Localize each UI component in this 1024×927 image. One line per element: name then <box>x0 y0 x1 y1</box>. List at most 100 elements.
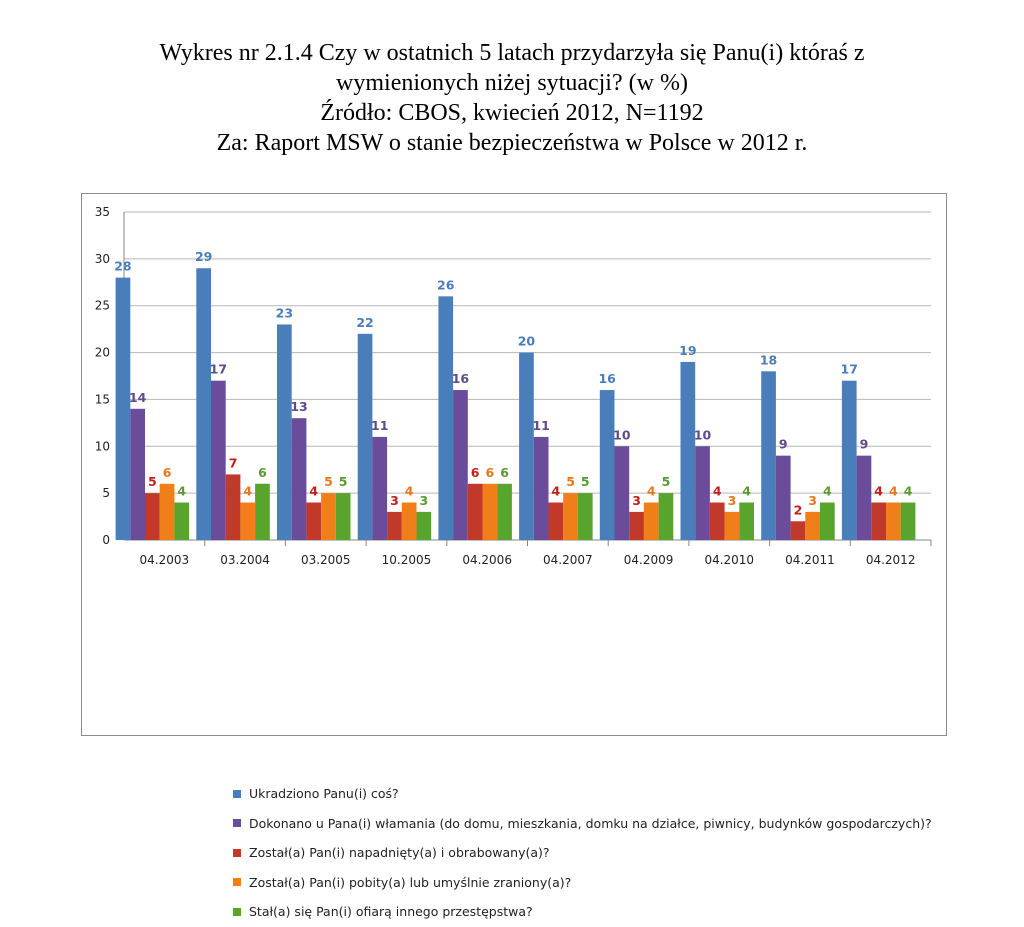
bar <box>856 455 872 540</box>
y-tick-label: 30 <box>95 252 110 266</box>
data-label: 11 <box>371 418 388 433</box>
bar <box>900 502 916 540</box>
y-tick-label: 35 <box>95 205 110 219</box>
bar <box>387 511 402 540</box>
data-label: 3 <box>419 493 428 508</box>
bar <box>321 493 336 540</box>
legend-label-other-crime: Stał(a) się Pan(i) ofiarą innego przestę… <box>249 904 533 920</box>
bar <box>724 511 740 540</box>
bar <box>761 371 776 540</box>
x-tick-label: 04.2007 <box>543 553 593 567</box>
bar-chart: 0510152025303504.2003281456403.200429177… <box>95 205 932 567</box>
y-tick-label: 5 <box>102 486 110 500</box>
data-label: 4 <box>713 484 722 499</box>
bar <box>577 493 593 540</box>
data-label: 4 <box>823 484 832 499</box>
data-label: 9 <box>779 437 788 452</box>
data-label: 4 <box>904 484 913 499</box>
x-tick-label: 04.2006 <box>462 553 512 567</box>
bar <box>709 502 725 540</box>
data-label: 29 <box>195 249 212 264</box>
bar <box>790 521 806 540</box>
bar <box>695 446 710 540</box>
y-tick-label: 15 <box>95 392 110 406</box>
bar <box>658 493 674 540</box>
bar <box>548 502 564 540</box>
data-label: 6 <box>485 465 494 480</box>
bar <box>482 483 498 540</box>
data-label: 5 <box>566 474 575 489</box>
legend-swatch-beaten <box>233 878 241 887</box>
y-tick-label: 25 <box>95 299 110 313</box>
bar <box>533 436 549 540</box>
bar <box>886 502 901 540</box>
bar <box>643 502 659 540</box>
data-label: 10 <box>694 427 712 442</box>
bar <box>467 483 483 540</box>
bar <box>775 455 791 540</box>
data-label: 16 <box>452 371 470 386</box>
legend-label-robbed: Został(a) Pan(i) napadnięty(a) i obrabow… <box>249 845 550 861</box>
legend-item-other-crime: Stał(a) się Pan(i) ofiarą innego przestę… <box>233 897 932 927</box>
data-label: 17 <box>841 362 858 377</box>
legend-swatch-other-crime <box>233 907 241 916</box>
bar <box>211 380 226 540</box>
data-label: 28 <box>114 259 131 274</box>
data-label: 4 <box>177 484 186 499</box>
bar <box>335 493 351 540</box>
legend-swatch-robbed <box>233 848 241 857</box>
legend-label-burglary: Dokonano u Pana(i) włamania (do domu, mi… <box>249 815 932 831</box>
data-label: 3 <box>390 493 399 508</box>
bar <box>174 502 190 540</box>
legend-item-beaten: Został(a) Pan(i) pobity(a) lub umyślnie … <box>233 868 932 898</box>
bar <box>255 483 270 540</box>
data-label: 6 <box>163 465 172 480</box>
bar <box>599 390 615 540</box>
legend-label-beaten: Został(a) Pan(i) pobity(a) lub umyślnie … <box>249 874 572 890</box>
data-label: 4 <box>647 484 656 499</box>
data-label: 5 <box>339 474 348 489</box>
data-label: 22 <box>356 315 373 330</box>
bar <box>159 483 175 540</box>
data-label: 5 <box>662 474 671 489</box>
bar <box>277 324 292 540</box>
data-label: 4 <box>874 484 883 499</box>
legend-item-burglary: Dokonano u Pana(i) włamania (do domu, mi… <box>233 809 932 839</box>
data-label: 11 <box>532 418 549 433</box>
title-line-2: wymienionych niżej sytuacji? (w %) <box>336 70 688 96</box>
x-tick-label: 10.2005 <box>382 553 432 567</box>
x-tick-label: 04.2010 <box>704 553 754 567</box>
bar <box>680 361 696 540</box>
title-line-1: Wykres nr 2.1.4 Czy w ostatnich 5 latach… <box>159 40 865 66</box>
chart-frame: 0 5 10 15 20 25 30 35 04.2003 28 14 5 6 4 03.2004 29 17 7… <box>81 193 947 919</box>
data-label: 3 <box>808 493 817 508</box>
bar <box>196 268 211 540</box>
bar <box>563 493 578 540</box>
bar <box>240 502 256 540</box>
data-label: 5 <box>581 474 590 489</box>
bar <box>115 277 131 540</box>
x-tick-label: 04.2009 <box>624 553 674 567</box>
data-label: 18 <box>760 352 777 367</box>
legend-swatch-burglary <box>233 819 241 828</box>
x-tick-label: 04.2012 <box>866 553 916 567</box>
data-label: 6 <box>471 465 480 480</box>
data-label: 4 <box>405 484 414 499</box>
bar <box>357 333 373 540</box>
data-label: 20 <box>518 334 536 349</box>
data-label: 4 <box>551 484 560 499</box>
legend-label-stolen: Ukradziono Panu(i) coś? <box>249 786 399 802</box>
data-label: 5 <box>148 474 157 489</box>
x-tick-label: 04.2011 <box>785 553 835 567</box>
x-tick-label: 03.2005 <box>301 553 351 567</box>
bar <box>497 483 512 540</box>
data-label: 3 <box>632 493 641 508</box>
bar <box>519 352 534 540</box>
data-label: 6 <box>258 465 267 480</box>
data-label: 3 <box>728 493 737 508</box>
bar <box>438 296 454 540</box>
title-line-4: Za: Raport MSW o stanie bezpieczeństwa w… <box>216 130 808 156</box>
bar <box>871 502 886 540</box>
bar <box>739 502 754 540</box>
data-label: 10 <box>613 427 631 442</box>
